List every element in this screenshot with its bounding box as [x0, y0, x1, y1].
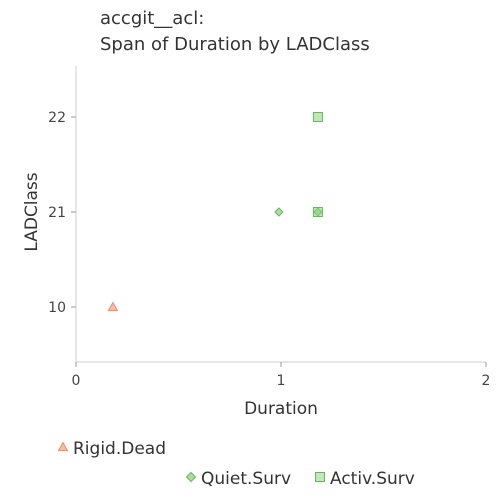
- x-tick-label: 2: [482, 373, 491, 389]
- legend-marker-diamond: [185, 471, 197, 483]
- legend-item[interactable]: Rigid.Dead: [57, 439, 167, 459]
- y-tick-label: 10: [48, 300, 66, 316]
- y-tick-label: 21: [48, 205, 66, 221]
- legend-label: Activ.Surv: [330, 469, 415, 489]
- plot-marks: [107, 112, 323, 312]
- x-tick-label: 1: [277, 373, 286, 389]
- y-axis-title: LADClass: [22, 172, 42, 251]
- data-point-square: [312, 112, 323, 122]
- data-point-triangle: [107, 301, 119, 312]
- legend-item[interactable]: Activ.Surv: [315, 469, 415, 489]
- legend-item[interactable]: Quiet.Surv: [185, 469, 292, 489]
- legend-label: Rigid.Dead: [73, 439, 166, 459]
- legend[interactable]: Rigid.Dead Quiet.Surv Activ.Surv: [57, 439, 415, 489]
- legend-label: Quiet.Surv: [201, 469, 291, 489]
- chart-title-line-2: Span of Duration by LADClass: [100, 34, 370, 55]
- x-axis-ticks: 0 1 2: [72, 362, 491, 389]
- y-tick-label: 22: [48, 110, 66, 126]
- legend-marker-triangle: [57, 441, 69, 452]
- x-axis-title: Duration: [244, 399, 318, 419]
- data-point-diamond: [274, 207, 284, 217]
- x-tick-label: 0: [72, 373, 81, 389]
- data-point-square: [312, 207, 323, 217]
- chart-title-line-1: accgit__acl:: [100, 8, 204, 29]
- y-axis-ticks: 10 21 22: [48, 110, 76, 316]
- legend-marker-square: [315, 472, 325, 482]
